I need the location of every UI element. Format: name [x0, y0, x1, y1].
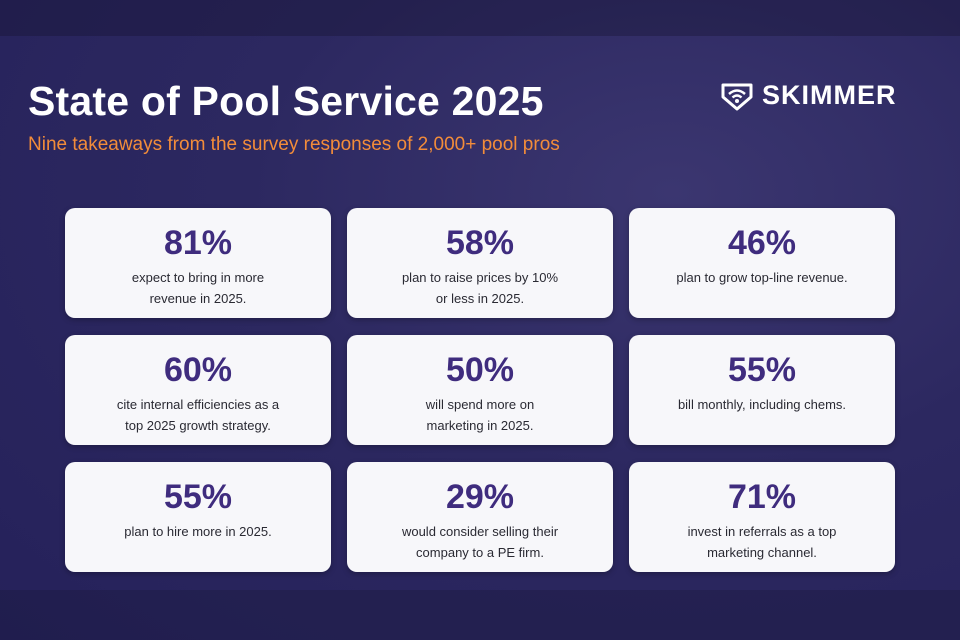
description-line: plan to grow top-line revenue. [676, 270, 848, 285]
stat-value: 29% [445, 478, 515, 516]
stat-value: 50% [445, 351, 515, 389]
stat-value: 71% [727, 478, 797, 516]
stat-card: 55% plan to hire more in 2025. [65, 462, 331, 572]
description-line: bill monthly, including chems. [677, 397, 847, 412]
stat-description: bill monthly, including chems. [629, 394, 895, 415]
title: State of Pool Service 2025 [28, 78, 544, 124]
description-line: marketing channel. [707, 545, 817, 560]
stat-card: 81% expect to bring in more revenue in 202… [65, 208, 331, 318]
stat-value: 81% [163, 224, 233, 262]
description-line: plan to hire more in 2025. [124, 524, 272, 539]
description-line: marketing in 2025. [426, 418, 534, 433]
stat-card: 58% plan to raise prices by 10% or less in… [347, 208, 613, 318]
description-line: invest in referrals as a top [687, 524, 837, 539]
logo-icon [721, 83, 753, 110]
stat-value: 55% [727, 351, 797, 389]
stat-value: 55% [163, 478, 233, 516]
stat-card: 55% bill monthly, including chems. [629, 335, 895, 445]
stat-description: cite internal efficiencies as a top 2025 … [65, 394, 331, 436]
stat-card: 46% plan to grow top-line revenue. [629, 208, 895, 318]
description-line: or less in 2025. [435, 291, 525, 306]
description-line: company to a PE firm. [416, 545, 544, 560]
background-band [0, 0, 960, 36]
description-line: revenue in 2025. [149, 291, 247, 306]
stat-description: expect to bring in more revenue in 2025. [65, 267, 331, 309]
subtitle: Nine takeaways from the survey responses… [28, 134, 560, 155]
stat-description: invest in referrals as a top marketing ch… [629, 521, 895, 563]
stat-value: 58% [445, 224, 515, 262]
description-line: cite internal efficiencies as a [116, 397, 280, 412]
stat-value: 60% [163, 351, 233, 389]
stat-card: 29% would consider selling their company t… [347, 462, 613, 572]
description-line: top 2025 growth strategy. [125, 418, 271, 433]
description-line: expect to bring in more [131, 270, 265, 285]
background-band [0, 590, 960, 640]
stat-description: will spend more on marketing in 2025. [347, 394, 613, 436]
logo: SKIMMER [720, 80, 897, 111]
stat-card: 50% will spend more on marketing in 2025. [347, 335, 613, 445]
stat-description: plan to grow top-line revenue. [629, 267, 895, 288]
description-line: would consider selling their [401, 524, 559, 539]
stat-description: plan to raise prices by 10% or less in 20… [347, 267, 613, 309]
logo-text: SKIMMER [762, 80, 897, 110]
description-line: plan to raise prices by 10% [401, 270, 559, 285]
stat-card: 60% cite internal efficiencies as a top 20… [65, 335, 331, 445]
stat-description: plan to hire more in 2025. [65, 521, 331, 542]
stat-card: 71% invest in referrals as a top marketing… [629, 462, 895, 572]
stat-description: would consider selling their company to a… [347, 521, 613, 563]
stat-value: 46% [727, 224, 797, 262]
description-line: will spend more on [425, 397, 535, 412]
